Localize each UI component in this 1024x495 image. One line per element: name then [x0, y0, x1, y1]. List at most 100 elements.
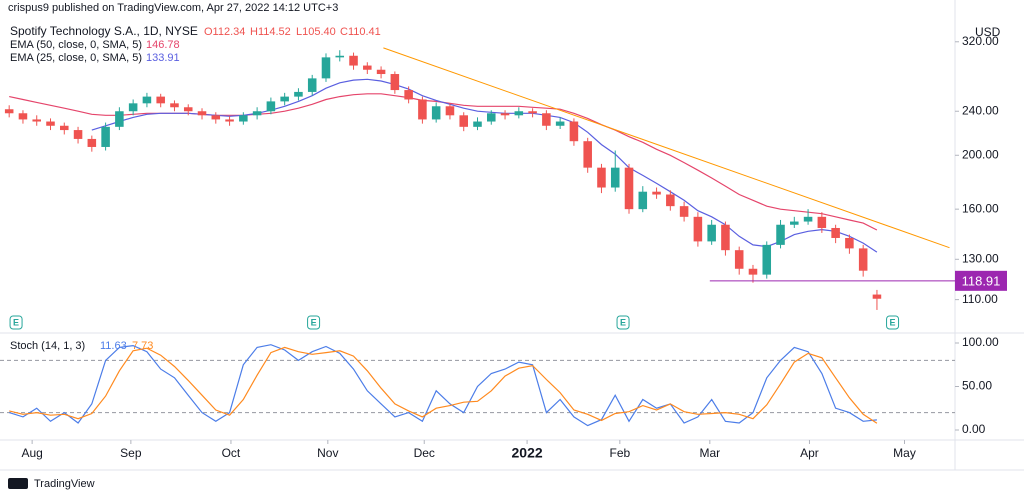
- earnings-marker: [307, 315, 321, 330]
- candle-body: [872, 294, 882, 299]
- currency-label: USD: [975, 25, 1001, 39]
- x-tick-label: Feb: [609, 446, 630, 460]
- candle-body: [170, 103, 179, 108]
- candle-body: [46, 121, 55, 126]
- candle-body: [597, 167, 606, 188]
- ohlc-low: L105.40: [296, 26, 336, 38]
- legend-ema50: EMA (50, close, 0, SMA, 5): [10, 39, 142, 51]
- candle-body: [569, 121, 579, 142]
- trendline: [383, 47, 950, 249]
- candle-body: [87, 138, 97, 147]
- candle-body: [280, 96, 289, 102]
- oscillator-k-value: 11.63: [100, 340, 127, 352]
- earnings-label: E: [890, 317, 896, 327]
- y-tick-label: 110.00: [962, 292, 998, 306]
- x-tick-label: Nov: [317, 446, 338, 460]
- candle-body: [679, 206, 689, 217]
- x-tick-label: Oct: [222, 446, 241, 460]
- candle-body: [211, 115, 221, 120]
- y-tick-label: 320.00: [962, 34, 999, 48]
- earnings-marker: [9, 315, 23, 330]
- candle-body: [624, 167, 634, 210]
- earnings-marker: [616, 315, 630, 330]
- candle-body: [390, 74, 400, 91]
- candle-body: [363, 65, 372, 70]
- candle-body: [803, 216, 813, 222]
- stoch-line: [9, 344, 877, 427]
- candle-body: [858, 248, 868, 271]
- candle-body: [294, 91, 303, 97]
- candle-body: [239, 115, 248, 122]
- candle-body: [404, 90, 413, 100]
- candle-body: [32, 119, 42, 122]
- candle-body: [459, 115, 468, 127]
- candle-body: [115, 111, 124, 127]
- earnings-label: E: [311, 317, 317, 327]
- candle-body: [183, 107, 193, 112]
- candle-body: [514, 111, 524, 116]
- candle-body: [666, 194, 675, 207]
- brand-name: TradingView: [34, 478, 95, 490]
- legend-ema25-value: 133.91: [146, 52, 180, 64]
- candle-body: [252, 111, 262, 116]
- candle-body: [128, 103, 138, 112]
- candle-body: [652, 191, 661, 195]
- candle-body: [748, 268, 758, 275]
- osc-tick-label: 0.00: [962, 422, 986, 436]
- candle-body: [762, 244, 772, 275]
- candle-body: [418, 99, 427, 120]
- chart-title: Spotify Technology S.A., 1D, NYSE: [10, 24, 198, 38]
- candle-body: [693, 216, 703, 242]
- x-tick-label: May: [893, 446, 916, 460]
- earnings-label: E: [620, 317, 626, 327]
- ema-line: [91, 78, 878, 253]
- candle-body: [225, 119, 234, 122]
- publisher-line: crispus9 published on TradingView.com, A…: [8, 2, 338, 14]
- ohlc-high: H114.52: [250, 26, 291, 38]
- candle-body: [18, 113, 28, 120]
- x-tick-label: Mar: [699, 446, 720, 460]
- legend-ema50-value: 146.78: [146, 39, 180, 51]
- candle-body: [542, 113, 551, 126]
- y-tick-label: 240.00: [962, 103, 999, 117]
- y-tick-label: 160.00: [962, 201, 999, 215]
- candle-body: [335, 55, 345, 58]
- candle-body: [431, 106, 441, 120]
- candle-body: [473, 121, 482, 127]
- ohlc-open: O112.34: [204, 26, 245, 38]
- candle-body: [610, 167, 620, 188]
- candle-body: [707, 224, 716, 242]
- level-label-box: [955, 270, 1007, 291]
- ohlc-close: C110.41: [340, 26, 381, 38]
- y-tick-label: 130.00: [962, 251, 999, 265]
- candle-body: [831, 227, 840, 238]
- candle-body: [734, 250, 744, 269]
- brand-logo: [8, 478, 28, 489]
- candle-body: [266, 101, 276, 112]
- candle-body: [721, 224, 730, 251]
- candle-body: [555, 121, 565, 126]
- x-tick-label: Dec: [414, 446, 435, 460]
- candle-body: [790, 221, 799, 225]
- candle-body: [845, 237, 854, 249]
- candle-body: [817, 216, 827, 228]
- candle-body: [142, 96, 152, 104]
- candle-body: [321, 57, 331, 79]
- candle-body: [101, 126, 110, 147]
- candle-body: [528, 111, 537, 114]
- candle-body: [307, 78, 317, 92]
- candle-body: [500, 113, 510, 116]
- candle-body: [156, 96, 165, 104]
- earnings-marker: [886, 315, 900, 330]
- osc-tick-label: 50.00: [962, 379, 992, 393]
- candle-body: [4, 109, 14, 114]
- x-tick-label: Sep: [120, 446, 142, 460]
- x-tick-label: Apr: [800, 446, 819, 460]
- candle-body: [487, 113, 496, 122]
- candle-body: [776, 224, 785, 245]
- legend-ema25: EMA (25, close, 0, SMA, 5): [10, 52, 142, 64]
- candle-body: [349, 55, 358, 66]
- candle-body: [197, 111, 207, 116]
- stoch-line: [9, 346, 878, 424]
